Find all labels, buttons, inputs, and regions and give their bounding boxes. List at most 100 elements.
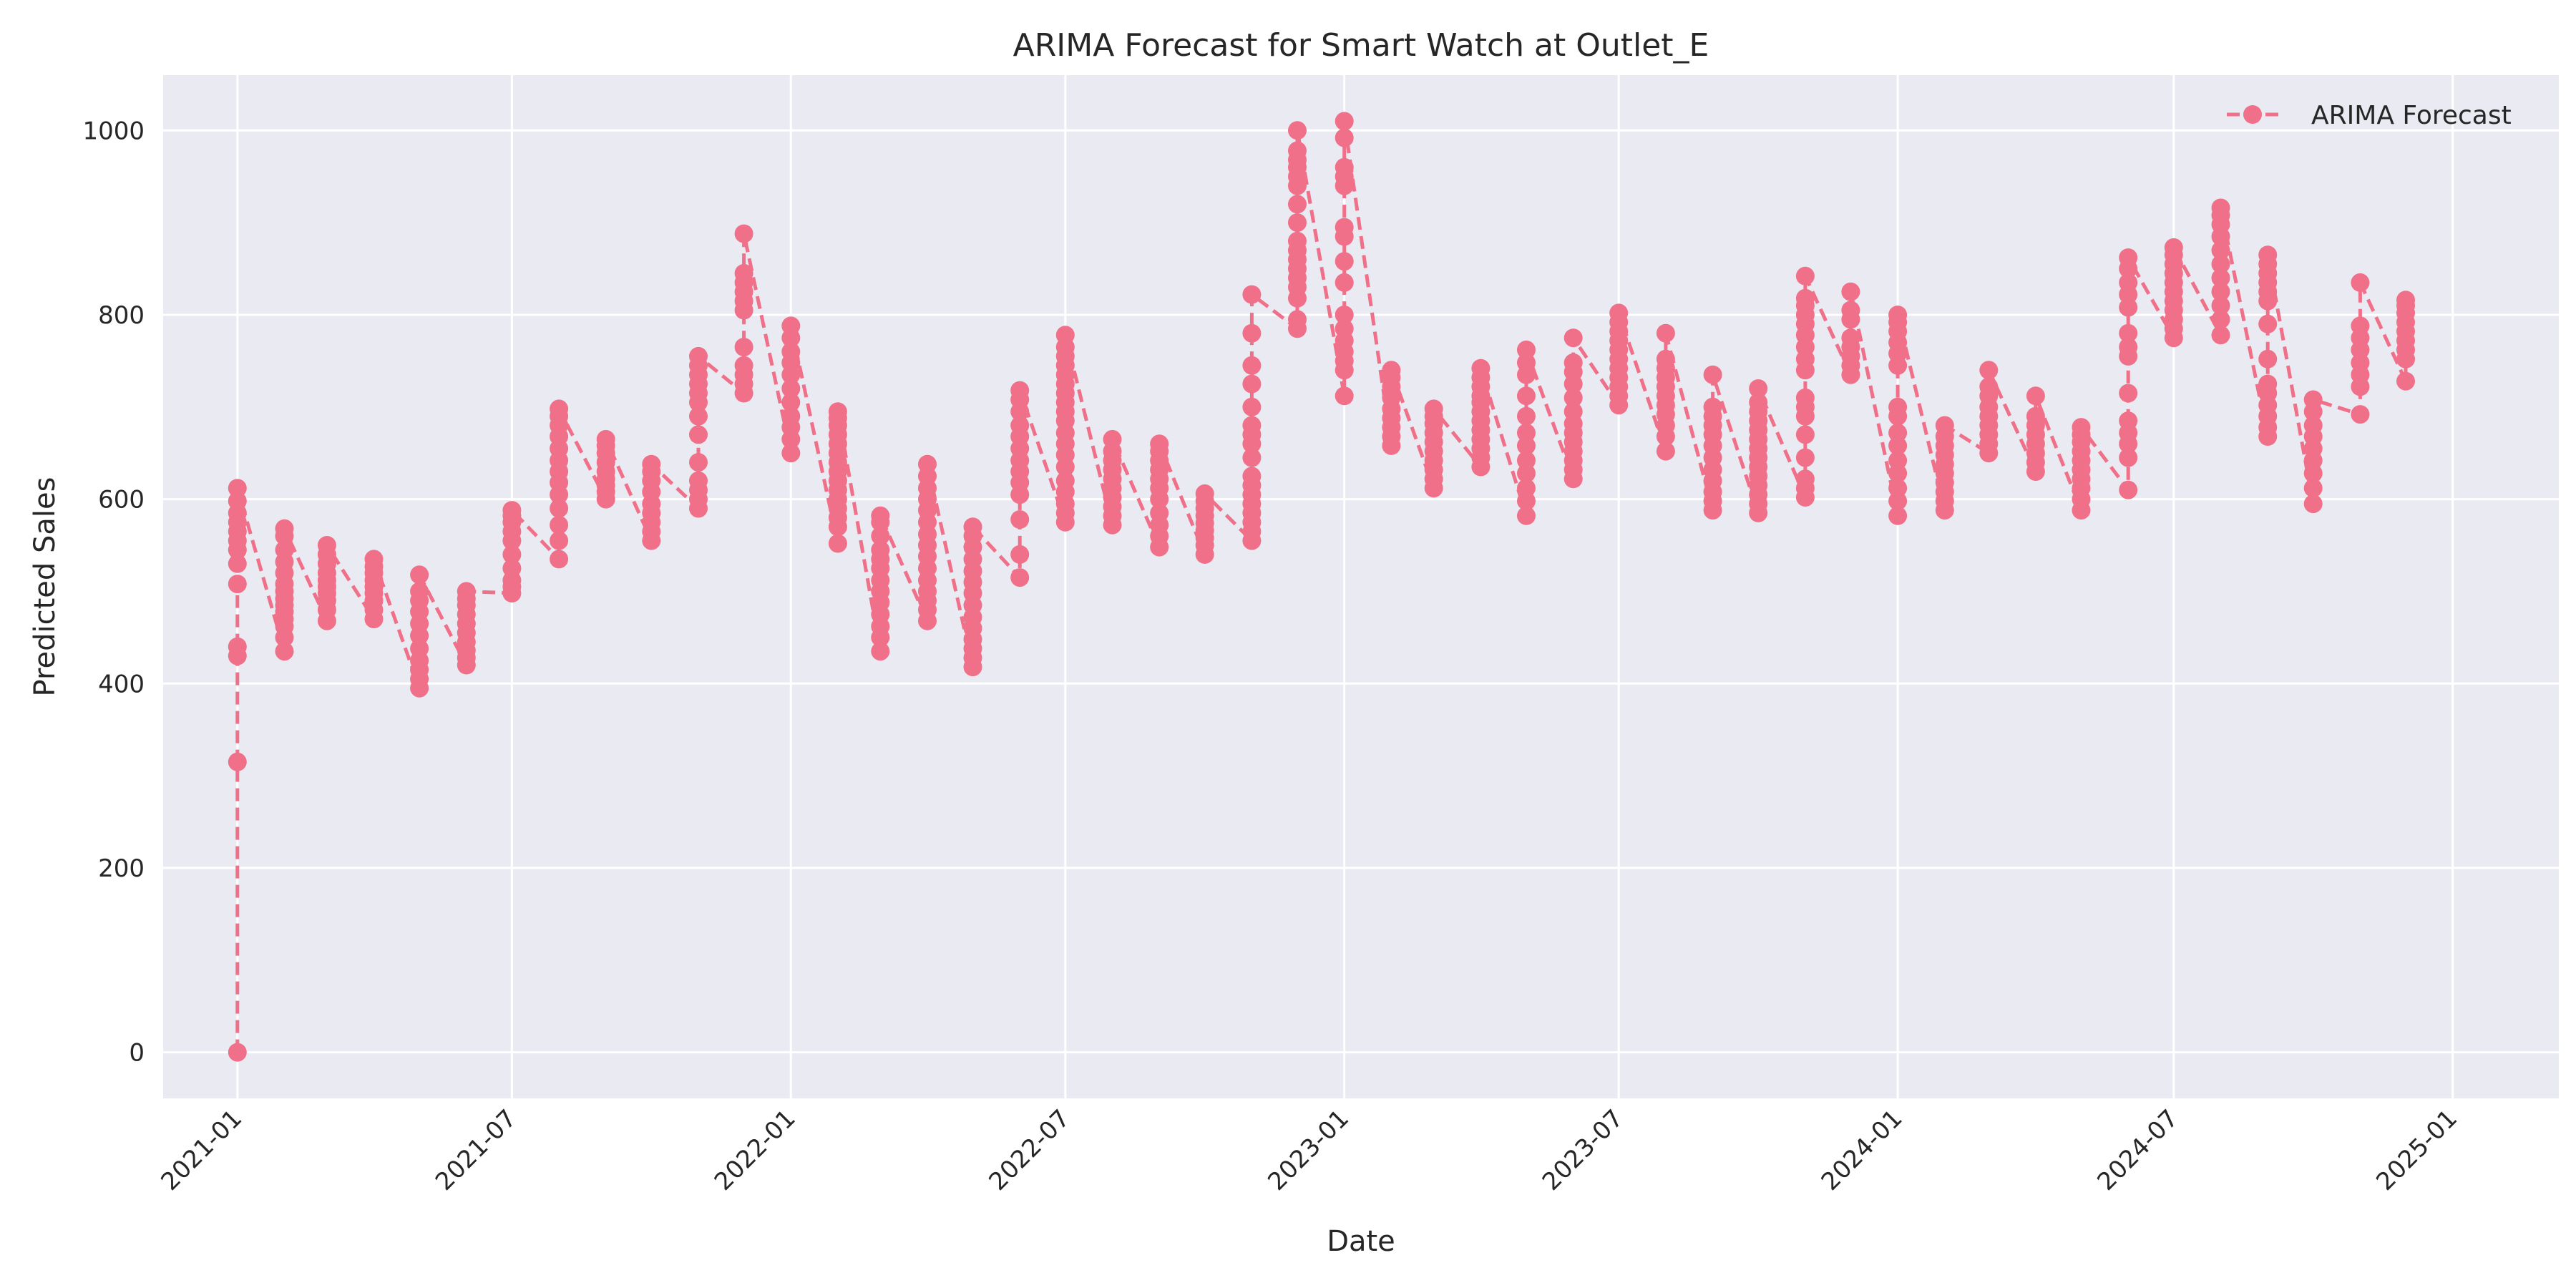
data-point — [228, 575, 247, 594]
data-point — [317, 536, 336, 555]
data-point — [1335, 319, 1354, 338]
data-point — [828, 402, 847, 421]
data-point — [1103, 429, 1122, 449]
data-point — [2211, 255, 2230, 274]
data-point — [963, 517, 982, 537]
data-point — [2258, 245, 2278, 265]
data-point — [2303, 390, 2323, 409]
data-point — [2303, 479, 2323, 498]
data-point — [1335, 273, 1354, 292]
chart-title: ARIMA Forecast for Smart Watch at Outlet… — [1013, 27, 1709, 64]
data-point — [1010, 568, 1030, 587]
data-point — [410, 565, 429, 585]
data-point — [1010, 381, 1030, 400]
data-point — [2119, 384, 2138, 403]
data-point — [275, 519, 294, 538]
data-point — [1010, 545, 1030, 564]
data-point — [1335, 128, 1354, 147]
data-point — [1517, 464, 1536, 483]
data-point — [1382, 361, 1401, 380]
data-point — [550, 399, 569, 419]
data-point — [1150, 503, 1169, 522]
data-point — [2396, 371, 2415, 391]
data-point — [1979, 361, 1999, 380]
data-point — [1888, 492, 1908, 511]
data-point — [2211, 282, 2230, 301]
data-point — [2026, 386, 2045, 406]
data-point — [871, 642, 890, 661]
data-point — [1795, 288, 1815, 308]
data-point — [1888, 506, 1908, 525]
data-point — [1242, 323, 1262, 343]
data-point — [502, 545, 522, 564]
legend: ARIMA Forecast — [2227, 101, 2512, 130]
data-point — [2351, 273, 2370, 292]
data-point — [2119, 248, 2138, 268]
data-point — [228, 492, 247, 511]
data-point — [1150, 434, 1169, 454]
data-point — [228, 637, 247, 656]
data-point — [1010, 510, 1030, 529]
data-point — [1517, 423, 1536, 442]
data-point — [1935, 416, 1954, 435]
data-point — [2351, 353, 2370, 372]
data-point — [1888, 423, 1908, 442]
data-point — [1517, 340, 1536, 359]
data-point — [1010, 416, 1030, 435]
data-point — [1055, 326, 1075, 345]
data-point — [502, 559, 522, 578]
data-point — [1888, 479, 1908, 498]
data-point — [1335, 112, 1354, 131]
y-tick-label: 800 — [98, 301, 145, 330]
data-point — [2351, 405, 2370, 424]
data-point — [2258, 374, 2278, 394]
data-point — [410, 639, 429, 658]
data-point — [2351, 316, 2370, 336]
data-point — [2211, 268, 2230, 288]
data-point — [1656, 323, 1675, 343]
data-point — [689, 471, 708, 490]
data-point — [1335, 306, 1354, 324]
legend-marker-swatch — [2243, 105, 2262, 124]
data-point — [2119, 323, 2138, 343]
data-point — [1563, 328, 1583, 348]
data-point — [1795, 425, 1815, 444]
data-point — [781, 379, 801, 398]
data-point — [2211, 198, 2230, 218]
series-layer — [228, 112, 2415, 1062]
data-point — [781, 316, 801, 336]
data-point — [1749, 379, 1768, 398]
data-point — [2211, 326, 2230, 345]
data-point — [228, 479, 247, 498]
data-point — [1242, 467, 1262, 486]
data-point — [1335, 157, 1354, 177]
data-point — [1242, 285, 1262, 304]
data-point — [550, 550, 569, 569]
data-point — [2072, 418, 2091, 437]
data-point — [550, 499, 569, 518]
data-point — [1888, 397, 1908, 416]
data-point — [1195, 484, 1214, 503]
data-point — [1656, 441, 1675, 461]
data-point — [1288, 121, 1307, 140]
data-point — [871, 506, 890, 525]
data-point — [2119, 448, 2138, 467]
data-point — [2303, 464, 2323, 483]
data-point — [2211, 310, 2230, 329]
data-point — [1335, 386, 1354, 406]
data-point — [2119, 273, 2138, 292]
data-point — [1288, 195, 1307, 214]
data-point — [1795, 448, 1815, 467]
data-point — [1888, 451, 1908, 470]
data-point — [1517, 492, 1536, 511]
data-point — [734, 224, 753, 243]
data-point — [1288, 231, 1307, 250]
x-axis-label: Date — [1327, 1225, 1395, 1258]
data-point — [1517, 506, 1536, 525]
data-point — [1888, 306, 1908, 324]
data-point — [1242, 448, 1262, 467]
data-point — [2026, 406, 2045, 426]
data-point — [1609, 303, 1629, 323]
data-point — [781, 342, 801, 361]
